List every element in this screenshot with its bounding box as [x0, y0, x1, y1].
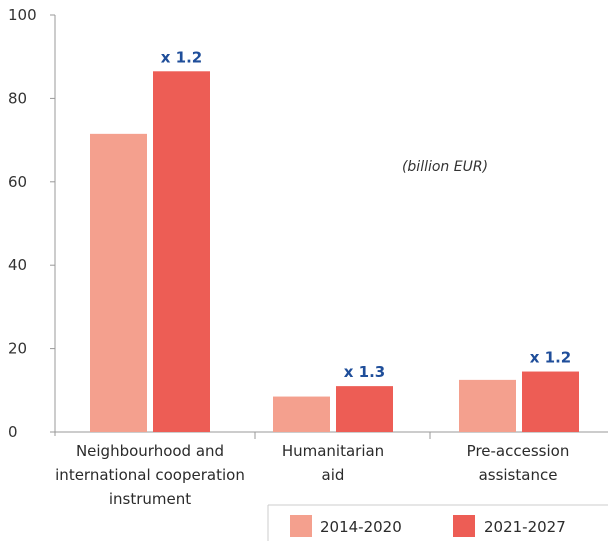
category-label-line: Neighbourhood and — [76, 442, 224, 460]
unit-label: (billion EUR) — [402, 159, 488, 175]
y-tick-label: 60 — [8, 173, 27, 191]
bars — [90, 71, 579, 433]
category-labels: Neighbourhood and international cooperati… — [55, 442, 569, 508]
legend-swatch-2014-2020 — [290, 515, 312, 537]
legend-label-2014-2020: 2014-2020 — [320, 518, 402, 536]
bar-2014-2020-2 — [273, 396, 330, 432]
growth-annotation: x 1.2 — [161, 48, 202, 66]
category-label-line: assistance — [479, 466, 558, 484]
category-label-line: Pre-accession — [467, 442, 570, 460]
bar-annotations: x 1.2 x 1.3 x 1.2 — [161, 48, 571, 381]
legend: 2014-2020 2021-2027 — [267, 504, 608, 541]
category-label-line: international cooperation — [55, 466, 245, 484]
category-label: Neighbourhood and international cooperati… — [55, 442, 245, 508]
bar-2014-2020-1 — [90, 133, 147, 432]
category-label: Humanitarian aid — [282, 442, 384, 484]
growth-annotation: x 1.3 — [344, 363, 385, 381]
category-label-line: instrument — [109, 490, 191, 508]
y-tick-label: 40 — [8, 256, 27, 274]
bar-2014-2020-3 — [459, 379, 516, 432]
y-tick-label: 80 — [8, 89, 27, 107]
legend-swatch-2021-2027 — [453, 515, 475, 537]
legend-label-2021-2027: 2021-2027 — [484, 518, 566, 536]
category-label-line: aid — [322, 466, 345, 484]
y-tick-label: 100 — [8, 6, 37, 24]
y-axis-ticks: 0 20 40 60 80 100 — [8, 6, 55, 441]
y-tick-label: 20 — [8, 340, 27, 358]
bar-2021-2027-3 — [522, 371, 579, 432]
category-label: Pre-accession assistance — [467, 442, 570, 484]
bar-2021-2027-2 — [336, 386, 393, 432]
growth-annotation: x 1.2 — [530, 349, 571, 367]
category-label-line: Humanitarian — [282, 442, 384, 460]
bar-2021-2027-1 — [153, 71, 210, 433]
y-tick-label: 0 — [8, 423, 18, 441]
